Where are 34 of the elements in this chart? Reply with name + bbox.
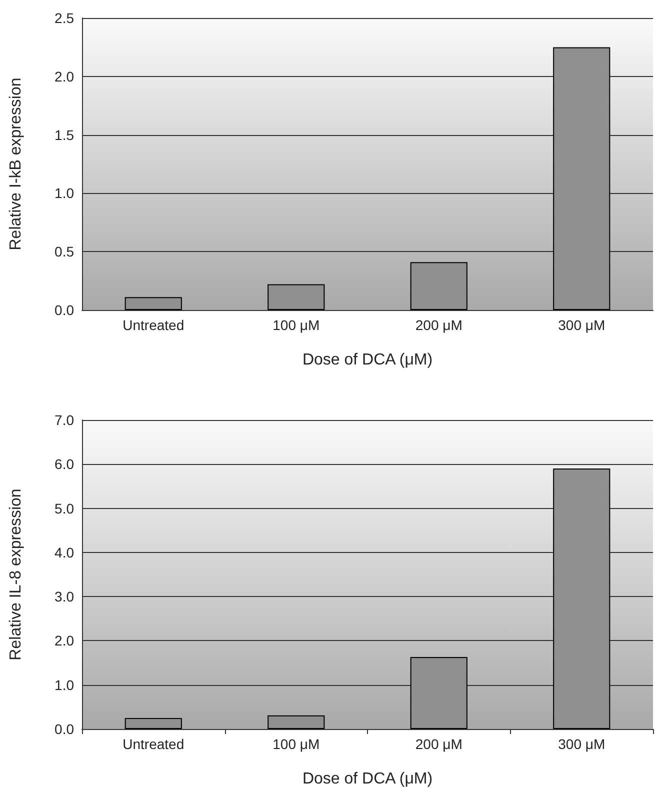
y-tick-label: 7.0 bbox=[54, 412, 74, 428]
y-tick-label: 1.0 bbox=[54, 676, 74, 693]
y-axis-title: Relative IL-8 expression bbox=[8, 488, 24, 660]
bar bbox=[553, 468, 610, 729]
y-tick-label: 4.0 bbox=[54, 544, 74, 560]
x-axis-title: Dose of DCA (μM) bbox=[302, 770, 433, 788]
y-axis-title: Relative I-kB expression bbox=[8, 78, 24, 250]
bar bbox=[124, 718, 182, 729]
bar bbox=[268, 284, 325, 310]
x-tick-label: 300 μM bbox=[558, 317, 606, 333]
y-tick-label: 5.0 bbox=[54, 500, 74, 516]
x-tick-label: 100 μM bbox=[272, 736, 320, 752]
x-tick-label: Untreated bbox=[122, 317, 184, 333]
y-tick-label: 0.0 bbox=[54, 721, 74, 737]
x-tick-label: 200 μM bbox=[415, 317, 462, 333]
bar bbox=[410, 262, 468, 310]
y-tick-label: 3.0 bbox=[54, 588, 74, 605]
y-tick-label: 1.5 bbox=[54, 126, 74, 143]
bar bbox=[124, 297, 182, 310]
y-tick-label: 2.0 bbox=[54, 68, 74, 84]
y-tick-label: 1.0 bbox=[54, 185, 74, 202]
x-tick-label: Untreated bbox=[122, 736, 184, 752]
y-tick-label: 2.0 bbox=[54, 632, 74, 649]
y-tick-label: 2.5 bbox=[54, 10, 74, 26]
x-tick-label: 300 μM bbox=[558, 736, 606, 752]
x-tick-label: 100 μM bbox=[272, 317, 320, 333]
x-tick-label: 200 μM bbox=[415, 736, 462, 752]
bar bbox=[553, 47, 610, 310]
bar bbox=[410, 657, 468, 729]
y-tick-label: 0.5 bbox=[54, 244, 74, 260]
y-tick-label: 6.0 bbox=[54, 456, 74, 472]
bar bbox=[268, 715, 325, 729]
x-axis-title: Dose of DCA (μM) bbox=[302, 352, 433, 368]
y-tick-label: 0.0 bbox=[54, 302, 74, 318]
